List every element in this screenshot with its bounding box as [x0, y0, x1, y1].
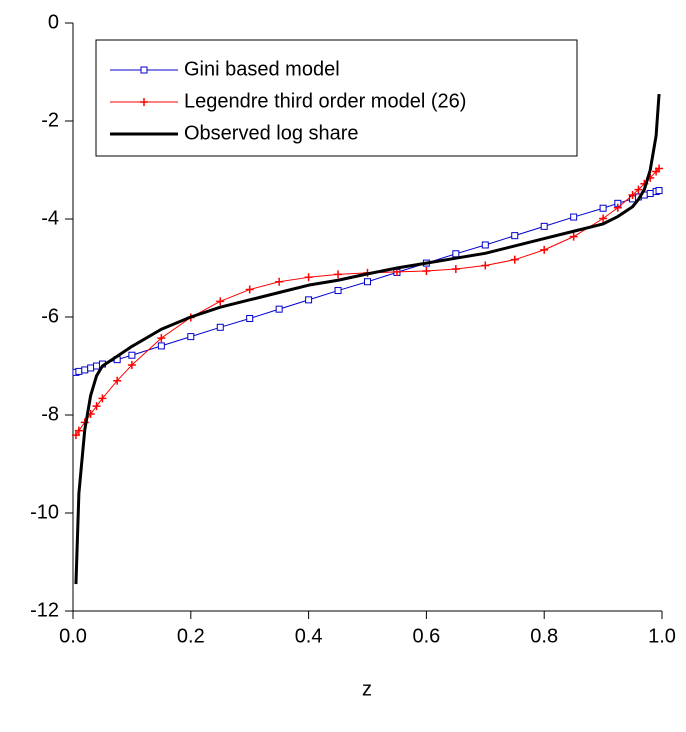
marker — [71, 431, 80, 440]
x-axis-label: z — [362, 678, 372, 700]
marker — [140, 98, 148, 106]
marker — [74, 426, 83, 435]
marker — [157, 342, 165, 350]
marker — [304, 273, 313, 282]
marker — [634, 185, 643, 194]
legend-label: Legendre third order model (26) — [184, 90, 466, 112]
legend-box — [95, 39, 578, 157]
y-tick-label: -12 — [30, 599, 59, 621]
legend-label: Gini based model — [184, 58, 340, 80]
marker — [98, 394, 107, 403]
y-tick-label: -4 — [41, 207, 59, 229]
x-tick-label: 0.4 — [295, 625, 323, 647]
marker — [127, 361, 136, 370]
marker — [245, 285, 254, 294]
marker — [628, 190, 637, 199]
marker — [655, 164, 664, 173]
x-tick-label: 0.2 — [177, 625, 205, 647]
marker — [75, 367, 83, 375]
marker — [613, 203, 622, 212]
marker — [128, 351, 136, 359]
marker — [216, 297, 225, 306]
legend-label: Observed log share — [184, 122, 359, 144]
x-tick-label: 0.0 — [59, 625, 87, 647]
marker — [481, 241, 489, 249]
marker — [113, 376, 122, 385]
series-line — [75, 168, 660, 436]
marker — [246, 314, 254, 322]
marker — [275, 277, 284, 286]
marker — [452, 250, 460, 258]
marker — [334, 287, 342, 295]
marker — [87, 364, 95, 372]
marker — [81, 366, 89, 374]
marker — [569, 232, 578, 241]
marker — [92, 402, 101, 411]
marker — [157, 334, 166, 343]
marker — [481, 261, 490, 270]
marker — [216, 323, 224, 331]
marker — [511, 232, 519, 240]
y-tick-label: -8 — [41, 403, 59, 425]
marker — [540, 245, 549, 254]
x-tick-label: 1.0 — [648, 625, 676, 647]
marker — [655, 187, 663, 195]
marker — [305, 296, 313, 304]
y-tick-label: -10 — [30, 501, 59, 523]
marker — [93, 362, 101, 370]
marker — [540, 222, 548, 230]
y-tick-label: 0 — [48, 11, 59, 33]
marker — [570, 213, 578, 221]
marker — [599, 204, 607, 212]
y-tick-label: -6 — [41, 305, 59, 327]
marker — [364, 278, 371, 286]
marker — [140, 66, 148, 74]
marker — [275, 305, 283, 313]
series-line — [74, 93, 661, 585]
y-tick-label: -2 — [41, 109, 59, 131]
marker — [187, 333, 195, 341]
marker — [646, 190, 654, 198]
marker — [422, 266, 431, 275]
x-tick-label: 0.6 — [412, 625, 440, 647]
marker — [510, 255, 519, 264]
marker — [451, 264, 460, 273]
marker — [599, 214, 608, 223]
x-tick-label: 0.8 — [530, 625, 558, 647]
marker — [334, 270, 343, 279]
